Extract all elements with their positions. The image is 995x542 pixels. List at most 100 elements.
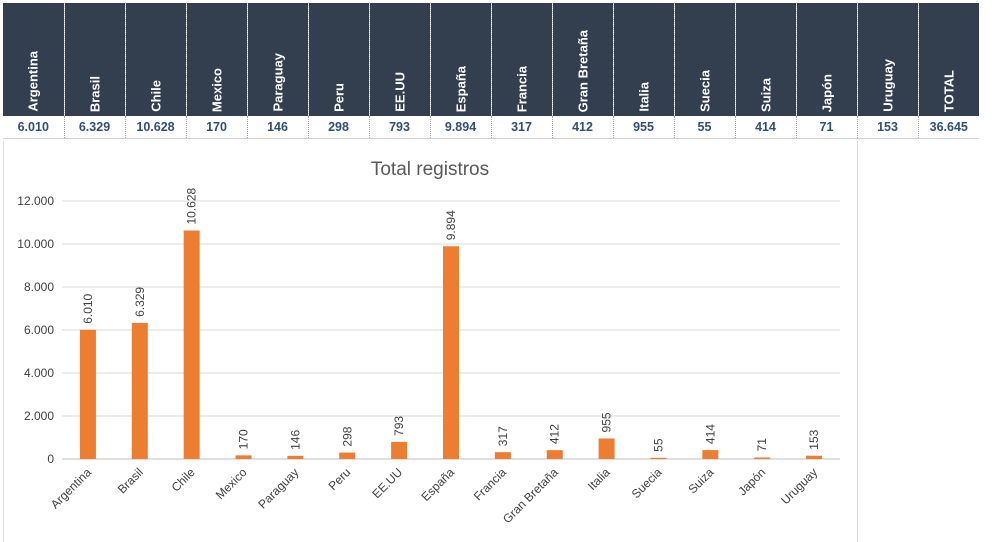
- value-cell[interactable]: 170: [186, 116, 248, 139]
- data-label: 412: [548, 424, 562, 444]
- header-cell[interactable]: EE.UU: [369, 3, 431, 116]
- header-cell[interactable]: Mexico: [186, 3, 248, 116]
- value-cell[interactable]: 146: [247, 116, 309, 139]
- data-label: 298: [340, 426, 354, 446]
- category-label: Peru: [326, 465, 354, 493]
- x-axis-categories: Argentina Brasil Chile Mexico Paraguay Peru EE…: [48, 465, 820, 526]
- data-label: 10.628: [185, 187, 199, 224]
- value-cell[interactable]: 955: [613, 116, 675, 139]
- value-cell[interactable]: 414: [735, 116, 797, 139]
- value-cell[interactable]: 55: [674, 116, 736, 139]
- header-cell[interactable]: Peru: [308, 3, 370, 116]
- header-label: Uruguay: [880, 59, 895, 112]
- y-tick-label: 8.000: [24, 280, 54, 294]
- header-label: Chile: [148, 80, 163, 112]
- category-label: EE.UU: [369, 465, 405, 501]
- bar[interactable]: [131, 322, 148, 459]
- header-label: Paraguay: [270, 53, 285, 112]
- category-label: Suiza: [685, 465, 716, 496]
- value-cell[interactable]: 10.628: [125, 116, 187, 139]
- category-label: Chile: [169, 465, 198, 494]
- header-label: Peru: [331, 83, 346, 112]
- y-tick-label: 12.000: [17, 194, 54, 208]
- value-cell[interactable]: 36.645: [918, 116, 979, 139]
- y-tick-label: 0: [47, 452, 54, 466]
- category-label: Argentina: [48, 465, 94, 511]
- category-label: Suecia: [629, 465, 665, 501]
- header-label: EE.UU: [392, 72, 407, 112]
- value-cell[interactable]: 412: [552, 116, 614, 139]
- y-tick-label: 4.000: [24, 366, 54, 380]
- bar[interactable]: [650, 457, 667, 459]
- header-cell[interactable]: Suecia: [674, 3, 736, 116]
- header-label: Brasil: [87, 75, 102, 112]
- header-label: Italia: [636, 82, 651, 112]
- category-label: Uruguay: [778, 465, 820, 507]
- bar[interactable]: [546, 450, 563, 459]
- category-label: Italia: [585, 465, 613, 493]
- bar[interactable]: [494, 452, 511, 459]
- data-label: 6.010: [81, 293, 95, 323]
- y-tick-label: 2.000: [24, 409, 54, 423]
- bar[interactable]: [235, 455, 252, 459]
- bar[interactable]: [183, 230, 200, 459]
- value-cell[interactable]: 317: [491, 116, 553, 139]
- category-label: Mexico: [213, 465, 250, 502]
- header-cell[interactable]: Japón: [796, 3, 858, 116]
- value-cell[interactable]: 793: [369, 116, 431, 139]
- bar[interactable]: [806, 455, 823, 459]
- data-label: 55: [651, 438, 665, 452]
- header-cell[interactable]: Chile: [125, 3, 187, 116]
- data-label: 71: [755, 438, 769, 452]
- chart-area[interactable]: Total registros 0 2.000 4.000 6.000 8.000 10.…: [3, 141, 858, 542]
- value-cell[interactable]: 6.010: [3, 116, 65, 139]
- bar[interactable]: [443, 246, 459, 459]
- data-label: 6.329: [133, 287, 147, 317]
- bar[interactable]: [79, 329, 96, 459]
- value-cell[interactable]: 153: [857, 116, 919, 139]
- header-cell[interactable]: Gran Bretaña: [552, 3, 614, 116]
- bar[interactable]: [702, 450, 719, 459]
- header-cell[interactable]: España: [430, 3, 492, 116]
- data-label: 146: [288, 430, 302, 450]
- header-label: Gran Bretaña: [575, 29, 590, 112]
- bars: [79, 230, 823, 459]
- value-cell[interactable]: 298: [308, 116, 370, 139]
- header-label: TOTAL: [941, 69, 957, 112]
- y-tick-label: 6.000: [24, 323, 54, 337]
- bar[interactable]: [598, 438, 615, 459]
- data-label: 793: [392, 416, 406, 436]
- data-labels: 6.010 6.329 10.628 170 146 298 793 9.894 317 412 9…: [81, 187, 821, 451]
- header-cell[interactable]: Italia: [613, 3, 675, 116]
- data-label: 153: [807, 429, 821, 449]
- header-cell[interactable]: Uruguay: [857, 3, 919, 116]
- data-label: 414: [703, 424, 717, 444]
- value-cell[interactable]: 71: [796, 116, 858, 139]
- header-cell[interactable]: Francia: [491, 3, 553, 116]
- header-label: España: [453, 65, 468, 112]
- header-cell[interactable]: TOTAL: [918, 3, 979, 116]
- header-cell[interactable]: Argentina: [3, 3, 65, 116]
- data-label: 9.894: [444, 210, 458, 240]
- header-cell[interactable]: Suiza: [735, 3, 797, 116]
- header-cell[interactable]: Paraguay: [247, 3, 309, 116]
- bar[interactable]: [339, 452, 356, 459]
- value-row: 6.010 6.329 10.628 170 146 298 793 9.894 317 412 9…: [3, 116, 979, 139]
- y-tick-label: 10.000: [17, 237, 54, 251]
- category-label: Gran Bretaña: [500, 465, 561, 526]
- category-label: España: [418, 465, 457, 504]
- y-axis-ticks: 0 2.000 4.000 6.000 8.000 10.000 12.000: [17, 194, 54, 466]
- header-label: Japón: [819, 73, 834, 112]
- bar[interactable]: [287, 455, 304, 459]
- header-cell[interactable]: Brasil: [64, 3, 126, 116]
- summary-table: Argentina Brasil Chile Mexico Paraguay Peru EE…: [3, 3, 979, 139]
- value-cell[interactable]: 9.894: [430, 116, 492, 139]
- data-label: 955: [600, 412, 614, 432]
- bar[interactable]: [391, 441, 408, 459]
- bar[interactable]: [754, 457, 771, 459]
- value-cell[interactable]: 6.329: [64, 116, 126, 139]
- header-label: Suiza: [758, 78, 773, 112]
- header-row: Argentina Brasil Chile Mexico Paraguay Peru EE…: [3, 3, 979, 116]
- category-label: Brasil: [115, 465, 146, 496]
